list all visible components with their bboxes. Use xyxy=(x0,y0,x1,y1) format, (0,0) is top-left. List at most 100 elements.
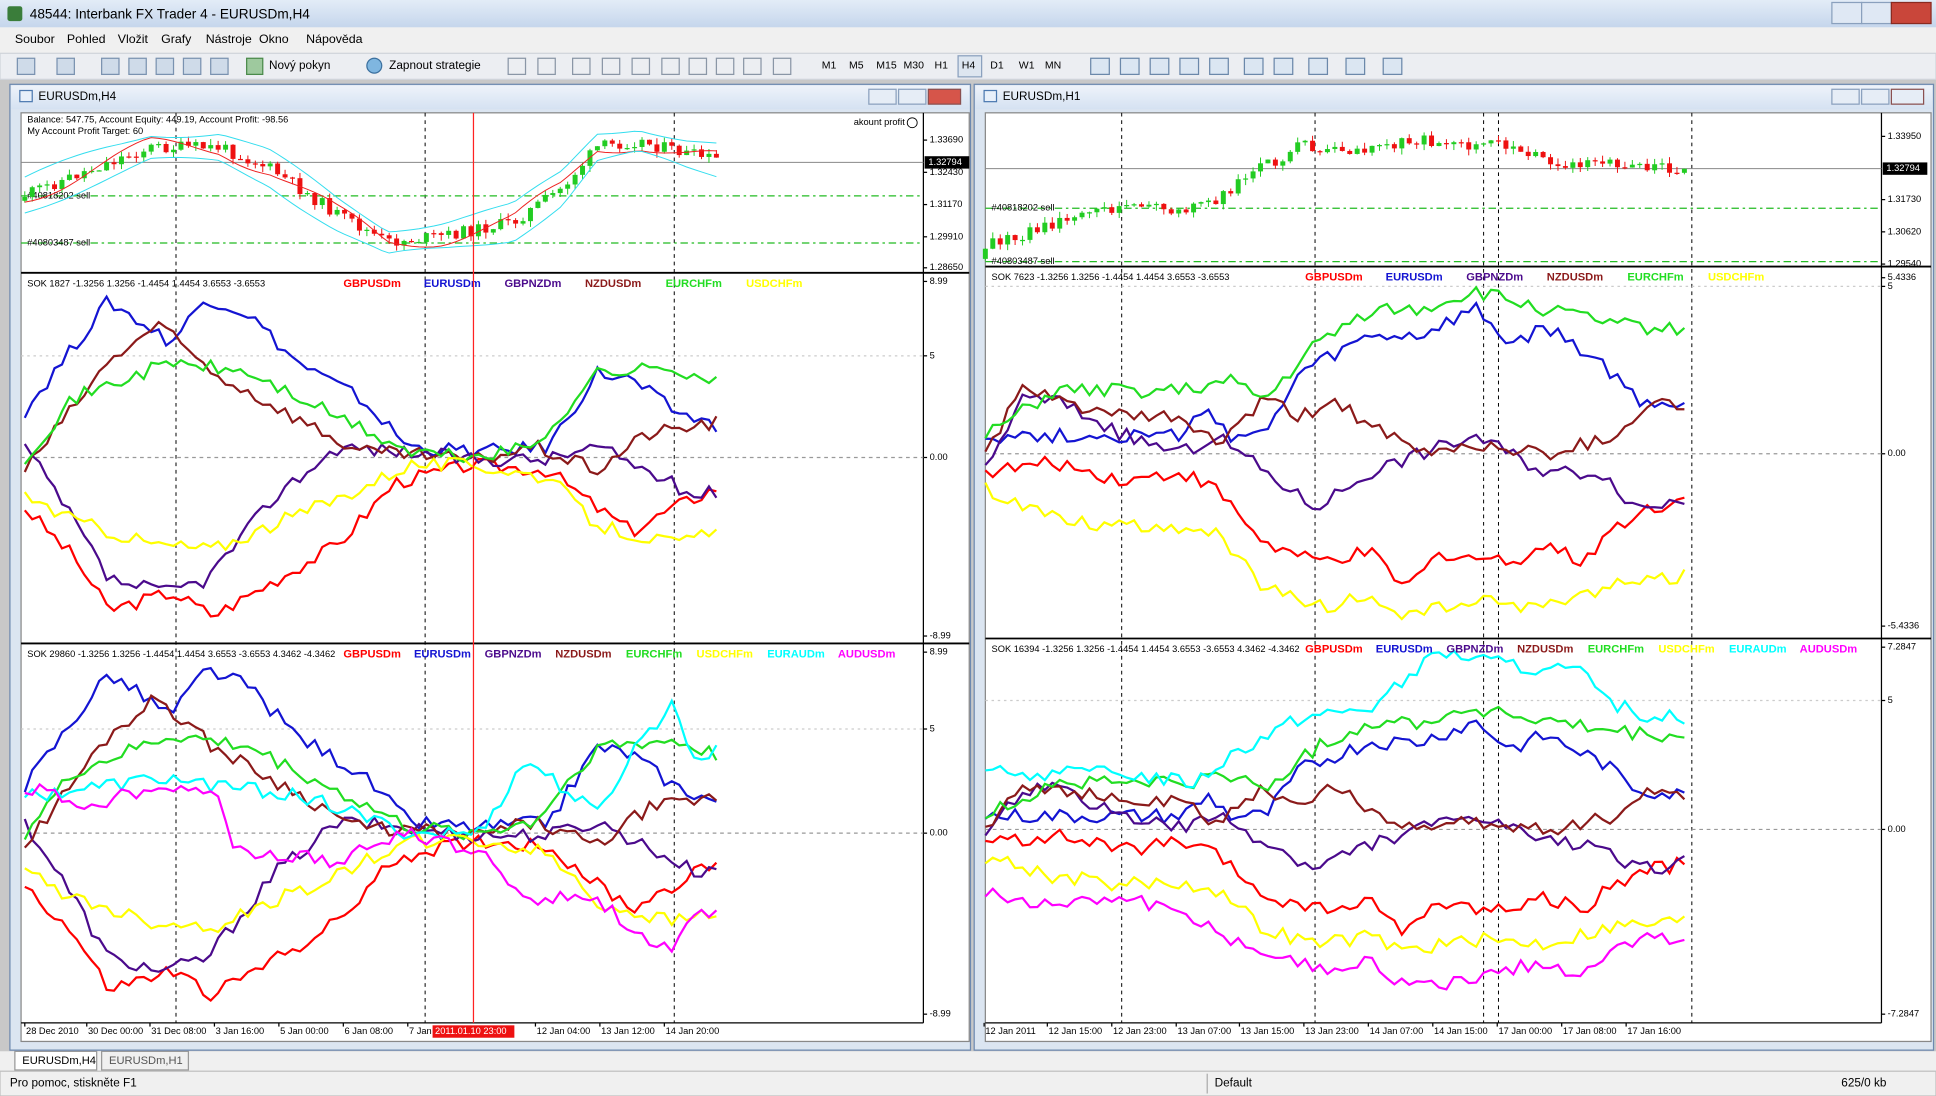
order-label: #40803487 sell xyxy=(992,256,1055,266)
tab[interactable] xyxy=(14,1050,98,1071)
toolbar-icon[interactable] xyxy=(1345,57,1366,76)
strategy-icon[interactable] xyxy=(366,57,383,74)
toolbar-icon[interactable] xyxy=(101,57,120,76)
toolbar-icon[interactable] xyxy=(743,57,762,76)
band-upper xyxy=(24,130,717,233)
toolbar-icon[interactable] xyxy=(16,57,36,76)
candle-body xyxy=(1555,164,1561,167)
price-label: 1.33690 xyxy=(930,135,964,145)
window-title: EURUSDm,H1 xyxy=(1003,90,1081,103)
toolbar-icon[interactable] xyxy=(571,57,591,76)
candle-body xyxy=(1280,161,1286,166)
toolbar-icon[interactable] xyxy=(1119,57,1140,76)
window-button[interactable] xyxy=(1861,88,1890,105)
toolbar-icon[interactable] xyxy=(56,57,75,76)
toolbar-icon[interactable] xyxy=(1308,57,1329,76)
new-order-button[interactable]: Nový pokyn xyxy=(269,59,330,72)
scale-label: 8.99 xyxy=(930,276,948,286)
candle-body xyxy=(1250,171,1256,179)
indicator-line xyxy=(23,294,718,460)
candle-body xyxy=(594,146,600,151)
ui: Soubor Pohled Vložit Grafy Nástroje Okno Nápov… xyxy=(0,32,1936,1071)
menu-item[interactable]: Okno xyxy=(259,32,289,46)
menu-item[interactable]: Pohled xyxy=(67,32,106,46)
legend-entry: EURUSDm xyxy=(414,649,471,661)
timeframe-button[interactable]: MN xyxy=(1045,59,1061,71)
candle-body xyxy=(394,238,400,246)
candle-body xyxy=(1674,172,1680,174)
tab[interactable] xyxy=(101,1050,190,1071)
menu-item[interactable]: Nástroje xyxy=(206,32,252,46)
timeframe-button[interactable]: W1 xyxy=(1019,59,1035,71)
candle-body xyxy=(1607,159,1613,164)
timeframe-button[interactable]: D1 xyxy=(990,59,1004,71)
toolbar-icon[interactable] xyxy=(631,57,651,76)
candle-body xyxy=(691,149,697,151)
price-label: 1.31170 xyxy=(930,199,963,209)
app-icon xyxy=(7,6,23,22)
candle-body xyxy=(1451,142,1457,145)
legend-entry: USDCHFm xyxy=(746,278,802,290)
toolbar-icon[interactable] xyxy=(155,57,175,76)
legend-entry: GBPUSDm xyxy=(1305,644,1363,656)
candle-body xyxy=(617,143,623,149)
candle-body xyxy=(684,150,690,156)
window-button[interactable] xyxy=(1831,88,1860,105)
toolbar-icon[interactable] xyxy=(661,57,680,76)
minimize-button[interactable] xyxy=(1831,1,1863,25)
indicator-header: SOK 1827 -1.3256 1.3256 -1.4454 1.4454 3… xyxy=(27,278,265,288)
toolbar-icon[interactable] xyxy=(1382,57,1403,76)
timeframe-button[interactable]: M5 xyxy=(849,59,864,71)
time-label: 30 Dec 00:00 xyxy=(88,1026,143,1036)
toolbar-icon[interactable] xyxy=(507,57,527,76)
candle-body xyxy=(1429,135,1435,147)
candle-body xyxy=(1191,203,1197,213)
maximize-button[interactable] xyxy=(1861,1,1892,25)
candle-body xyxy=(342,209,348,214)
candle-body xyxy=(1637,163,1643,166)
timeframe-button[interactable]: H4 xyxy=(962,59,976,71)
timeframe-button[interactable]: M15 xyxy=(876,59,897,71)
timeframe-button[interactable]: M1 xyxy=(822,59,837,71)
candle-body xyxy=(580,165,586,175)
close-button[interactable] xyxy=(1890,1,1932,25)
menu-item[interactable]: Grafy xyxy=(161,32,192,46)
toolbar-icon[interactable] xyxy=(1209,57,1229,76)
tab-label[interactable]: EURUSDm,H4 xyxy=(22,1055,96,1067)
price-label: 1.31730 xyxy=(1888,194,1922,204)
toolbar-icon[interactable] xyxy=(1149,57,1170,76)
toolbar-icon[interactable] xyxy=(128,57,147,76)
candle-body xyxy=(990,238,996,249)
tab-label[interactable]: EURUSDm,H1 xyxy=(109,1055,183,1067)
toolbar-icon[interactable] xyxy=(1273,57,1294,76)
toolbar-icon[interactable] xyxy=(1090,57,1110,76)
candle-body xyxy=(1183,209,1189,213)
candle-body xyxy=(275,163,281,175)
candle-body xyxy=(171,149,176,153)
toolbar-icon[interactable] xyxy=(688,57,708,76)
title-bar xyxy=(0,0,1936,28)
timeframe-button[interactable]: M30 xyxy=(904,59,925,71)
toolbar-icon[interactable] xyxy=(182,57,202,76)
candle-body xyxy=(200,142,206,149)
toolbar-icon[interactable] xyxy=(210,57,229,76)
menu-item[interactable]: Vložit xyxy=(118,32,149,46)
new-order-icon[interactable] xyxy=(246,57,264,76)
toolbar-icon[interactable] xyxy=(1243,57,1264,76)
toolbar-icon[interactable] xyxy=(715,57,735,76)
timeframe-button[interactable]: H1 xyxy=(935,59,949,71)
window-close[interactable] xyxy=(1890,88,1925,105)
menu-item[interactable]: Soubor xyxy=(15,32,55,46)
toolbar-icon[interactable] xyxy=(1179,57,1200,76)
candle-body xyxy=(513,220,519,224)
candle-body xyxy=(1533,151,1539,157)
toolbar-icon[interactable] xyxy=(601,57,621,76)
window-button[interactable] xyxy=(897,88,927,105)
legend-entry: EURUSDm xyxy=(1386,272,1443,284)
window-close[interactable] xyxy=(927,88,962,105)
toolbar-icon[interactable] xyxy=(772,57,792,76)
toolbar-icon[interactable] xyxy=(537,57,556,76)
strategy-button[interactable]: Zapnout strategie xyxy=(389,59,481,72)
menu-item[interactable]: Nápověda xyxy=(306,32,363,46)
window-button[interactable] xyxy=(868,88,897,105)
